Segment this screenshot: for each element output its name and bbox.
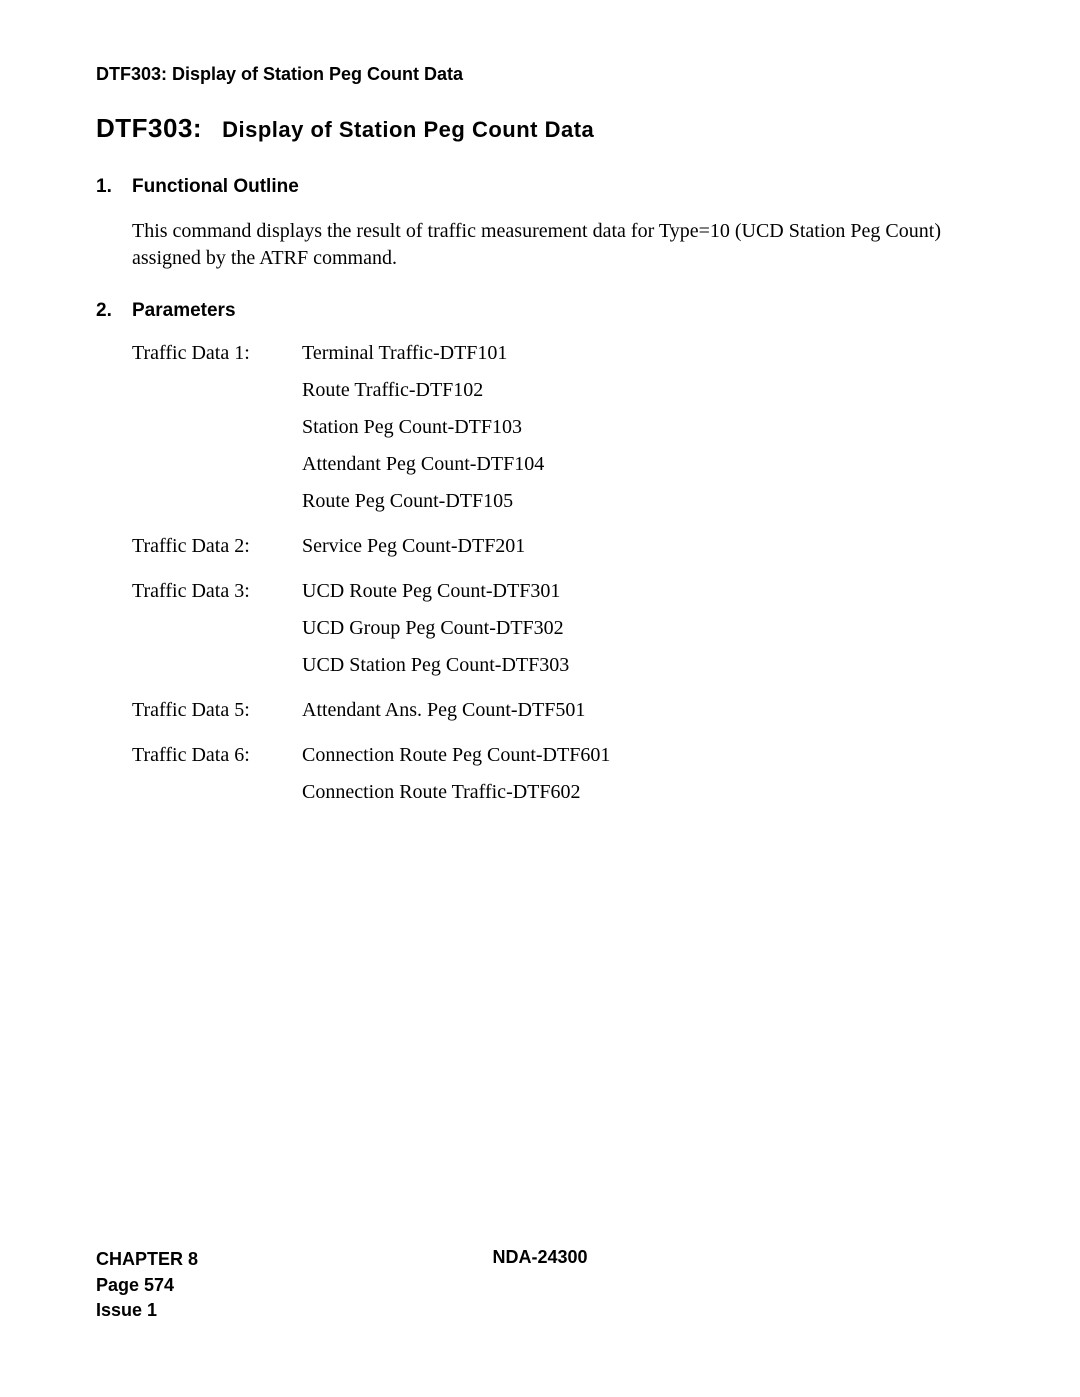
param-value: Route Peg Count-DTF105 — [302, 490, 544, 513]
section-heading-parameters: 2. Parameters — [96, 300, 984, 322]
param-group: Traffic Data 2:Service Peg Count-DTF201 — [132, 535, 984, 558]
param-value: Terminal Traffic-DTF101 — [302, 342, 544, 365]
section-number: 2. — [96, 300, 132, 322]
param-value: Connection Route Peg Count-DTF601 — [302, 744, 610, 767]
param-values: UCD Route Peg Count-DTF301 UCD Group Peg … — [302, 580, 569, 677]
param-values: Attendant Ans. Peg Count-DTF501 — [302, 699, 585, 722]
section-number: 1. — [96, 176, 132, 198]
param-value: Attendant Peg Count-DTF104 — [302, 453, 544, 476]
main-title: DTF303: Display of Station Peg Count Dat… — [96, 113, 984, 144]
functional-outline-body: This command displays the result of traf… — [132, 218, 984, 272]
param-value: Station Peg Count-DTF103 — [302, 416, 544, 439]
param-group: Traffic Data 5:Attendant Ans. Peg Count-… — [132, 699, 984, 722]
main-title-desc: Display of Station Peg Count Data — [222, 117, 594, 142]
param-values: Connection Route Peg Count-DTF601 Connect… — [302, 744, 610, 804]
param-values: Terminal Traffic-DTF101 Route Traffic-DTF… — [302, 342, 544, 513]
param-value: Route Traffic-DTF102 — [302, 379, 544, 402]
footer-issue: Issue 1 — [96, 1298, 198, 1323]
param-label: Traffic Data 2: — [132, 535, 302, 558]
param-value: Service Peg Count-DTF201 — [302, 535, 525, 558]
header-title: DTF303: Display of Station Peg Count Dat… — [96, 64, 984, 85]
param-label: Traffic Data 1: — [132, 342, 302, 513]
page-footer: CHAPTER 8 Page 574 Issue 1 NDA-24300 — [96, 1247, 984, 1323]
param-values: Service Peg Count-DTF201 — [302, 535, 525, 558]
footer-chapter: CHAPTER 8 — [96, 1247, 198, 1272]
param-value: UCD Route Peg Count-DTF301 — [302, 580, 569, 603]
param-label: Traffic Data 5: — [132, 699, 302, 722]
param-value: Attendant Ans. Peg Count-DTF501 — [302, 699, 585, 722]
main-title-code: DTF303: — [96, 113, 202, 143]
footer-left: CHAPTER 8 Page 574 Issue 1 — [96, 1247, 198, 1323]
footer-doc-id: NDA-24300 — [492, 1247, 587, 1268]
section-heading-text: Functional Outline — [132, 176, 299, 198]
parameters-container: Traffic Data 1:Terminal Traffic-DTF101 Ro… — [132, 342, 984, 804]
footer-page: Page 574 — [96, 1273, 198, 1298]
param-label: Traffic Data 3: — [132, 580, 302, 677]
param-value: UCD Group Peg Count-DTF302 — [302, 617, 569, 640]
section-heading-text: Parameters — [132, 300, 236, 322]
param-label: Traffic Data 6: — [132, 744, 302, 804]
param-group: Traffic Data 6:Connection Route Peg Coun… — [132, 744, 984, 804]
section-heading-functional: 1. Functional Outline — [96, 176, 984, 198]
param-group: Traffic Data 1:Terminal Traffic-DTF101 Ro… — [132, 342, 984, 513]
param-value: UCD Station Peg Count-DTF303 — [302, 654, 569, 677]
param-value: Connection Route Traffic-DTF602 — [302, 781, 610, 804]
param-group: Traffic Data 3:UCD Route Peg Count-DTF30… — [132, 580, 984, 677]
